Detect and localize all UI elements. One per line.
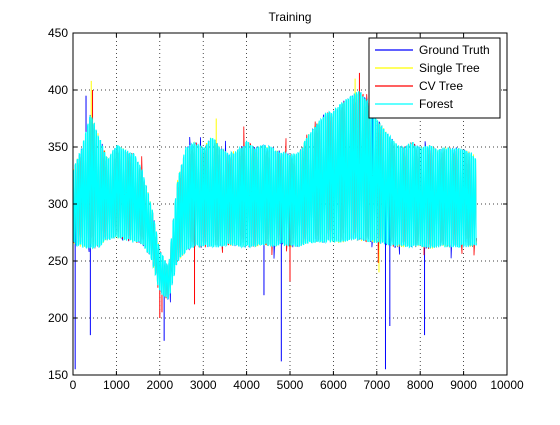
- x-tick-label: 4000: [233, 378, 260, 392]
- series-forest: [72, 90, 478, 300]
- plot-area: [72, 72, 478, 370]
- x-tick-label: 10000: [490, 378, 524, 392]
- y-tick-label: 350: [48, 140, 68, 154]
- x-tick-label: 8000: [407, 378, 434, 392]
- x-tick-label: 1000: [103, 378, 130, 392]
- x-tick-label: 2000: [146, 378, 173, 392]
- x-tick-label: 0: [70, 378, 77, 392]
- y-tick-label: 450: [48, 26, 68, 40]
- x-tick-label: 9000: [450, 378, 477, 392]
- y-tick-label: 150: [48, 368, 68, 382]
- legend-label: Single Tree: [419, 61, 480, 75]
- legend-box: [368, 37, 501, 119]
- chart-title: Training: [269, 10, 312, 24]
- legend: Ground Truth Single Tree CV Tree Forest: [368, 37, 501, 119]
- series-line: [72, 90, 478, 300]
- y-tick-label: 400: [48, 83, 68, 97]
- y-tick-label: 200: [48, 311, 68, 325]
- x-tick-label: 6000: [320, 378, 347, 392]
- legend-label: Forest: [419, 97, 454, 111]
- legend-label: Ground Truth: [419, 43, 490, 57]
- x-tick-label: 5000: [277, 378, 304, 392]
- y-tick-label: 250: [48, 254, 68, 268]
- x-tick-label: 7000: [363, 378, 390, 392]
- legend-label: CV Tree: [419, 79, 463, 93]
- axis-ticks: 0 1000 2000 3000 4000 5000 6000 7000 8000 9000 100…: [48, 26, 524, 392]
- y-tick-label: 300: [48, 197, 68, 211]
- x-tick-label: 3000: [190, 378, 217, 392]
